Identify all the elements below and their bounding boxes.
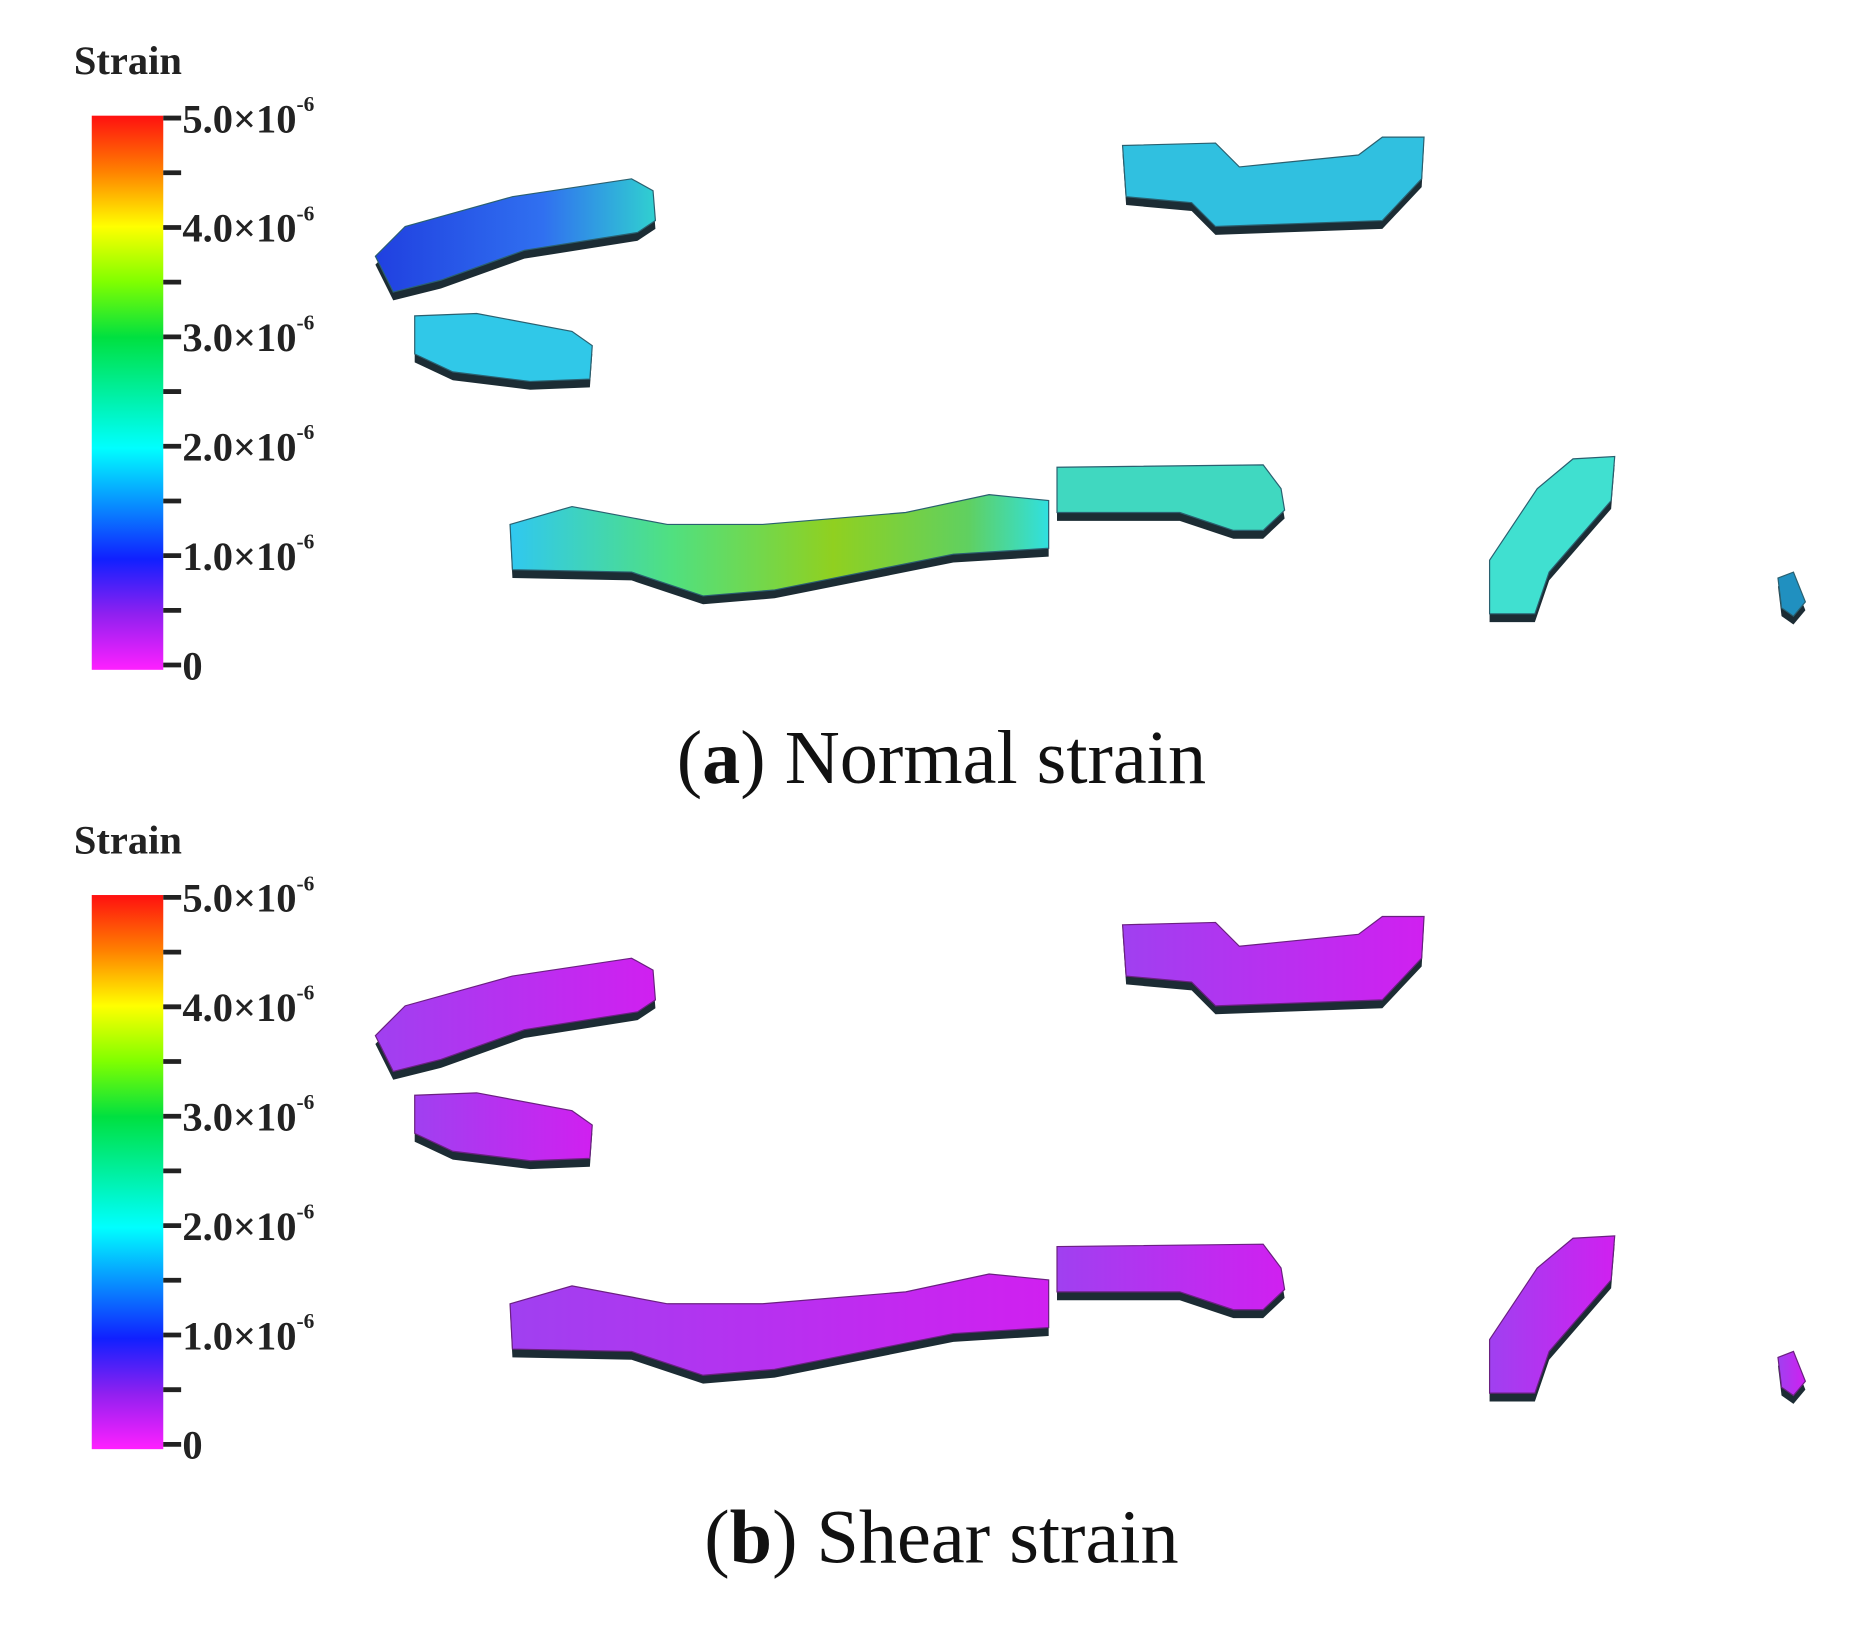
- colorbar-label: 3.0×10-6: [182, 311, 314, 360]
- caption-text: ) Normal strain: [740, 716, 1206, 800]
- colorbar-label-base: 3.0×10: [182, 1095, 296, 1140]
- strain-block: [374, 957, 657, 1073]
- colorbar-label: 1.0×10-6: [182, 529, 314, 578]
- colorbar-label: 5.0×10-6: [182, 871, 314, 920]
- colorbar-label-exponent: -6: [297, 201, 315, 225]
- colorbar-label-base: 1.0×10: [182, 534, 296, 579]
- strain-block: [1056, 464, 1286, 531]
- strain-block: [509, 494, 1050, 597]
- strain-block: [509, 1273, 1050, 1376]
- colorbar-label: 4.0×10-6: [182, 201, 314, 250]
- colorbar-label-base: 1.0×10: [182, 1313, 296, 1358]
- colorbar-label-exponent: -6: [297, 420, 315, 444]
- colorbar-label: 3.0×10-6: [182, 1090, 314, 1139]
- caption: (b) Shear strain: [704, 1495, 1178, 1579]
- colorbar-label-exponent: -6: [297, 1090, 315, 1114]
- colorbar-label-base: 4.0×10: [182, 206, 296, 251]
- colorbar-label-exponent: -6: [297, 1199, 315, 1223]
- colorbar-label: 0: [182, 643, 202, 688]
- colorbar-label: 2.0×10-6: [182, 1199, 314, 1248]
- strain-block: [414, 1092, 593, 1162]
- colorbar-label: 5.0×10-6: [182, 92, 314, 141]
- colorbar-label-exponent: -6: [297, 529, 315, 553]
- colorbar-label-exponent: -6: [297, 981, 315, 1005]
- strain-block: [1056, 1243, 1286, 1311]
- colorbar-label-base: 5.0×10: [182, 96, 296, 141]
- strain-block: [374, 178, 657, 293]
- colorbar-label-base: 0: [182, 1423, 202, 1468]
- colorbar-label: 4.0×10-6: [182, 981, 314, 1030]
- strain-block: [1121, 915, 1425, 1007]
- colorbar-label-base: 4.0×10: [182, 985, 296, 1030]
- strain-block: [1488, 455, 1616, 615]
- caption: (a) Normal strain: [677, 716, 1206, 800]
- colorbar-title: Strain: [74, 38, 182, 83]
- caption-paren: (: [677, 716, 702, 800]
- colorbar-label-base: 5.0×10: [182, 876, 296, 921]
- colorbar-title: Strain: [74, 817, 182, 862]
- caption-letter: a: [702, 716, 740, 800]
- strain-block: [414, 312, 593, 383]
- panel: Strain5.0×10-64.0×10-63.0×10-62.0×10-61.…: [74, 817, 1807, 1579]
- strain-block: [1121, 136, 1425, 228]
- colorbar-label: 2.0×10-6: [182, 420, 314, 469]
- colorbar-label-base: 2.0×10: [182, 1204, 296, 1249]
- colorbar-label: 0: [182, 1423, 202, 1468]
- colorbar-label-exponent: -6: [297, 92, 315, 116]
- strain-block: [1488, 1235, 1616, 1394]
- colorbar: [91, 895, 164, 1450]
- colorbar-label-exponent: -6: [297, 871, 315, 895]
- strain-block: [1777, 1350, 1807, 1397]
- colorbar-label-exponent: -6: [297, 311, 315, 335]
- colorbar-label-exponent: -6: [297, 1309, 315, 1333]
- panel: Strain5.0×10-64.0×10-63.0×10-62.0×10-61.…: [74, 38, 1807, 800]
- colorbar-label-base: 3.0×10: [182, 315, 296, 360]
- colorbar-label-base: 0: [182, 643, 202, 688]
- caption-letter: b: [730, 1495, 772, 1579]
- caption-paren: (: [704, 1495, 729, 1579]
- colorbar: [91, 115, 164, 670]
- caption-text: ) Shear strain: [772, 1495, 1179, 1579]
- strain-block: [1777, 571, 1807, 617]
- colorbar-label-base: 2.0×10: [182, 425, 296, 470]
- colorbar-label: 1.0×10-6: [182, 1309, 314, 1358]
